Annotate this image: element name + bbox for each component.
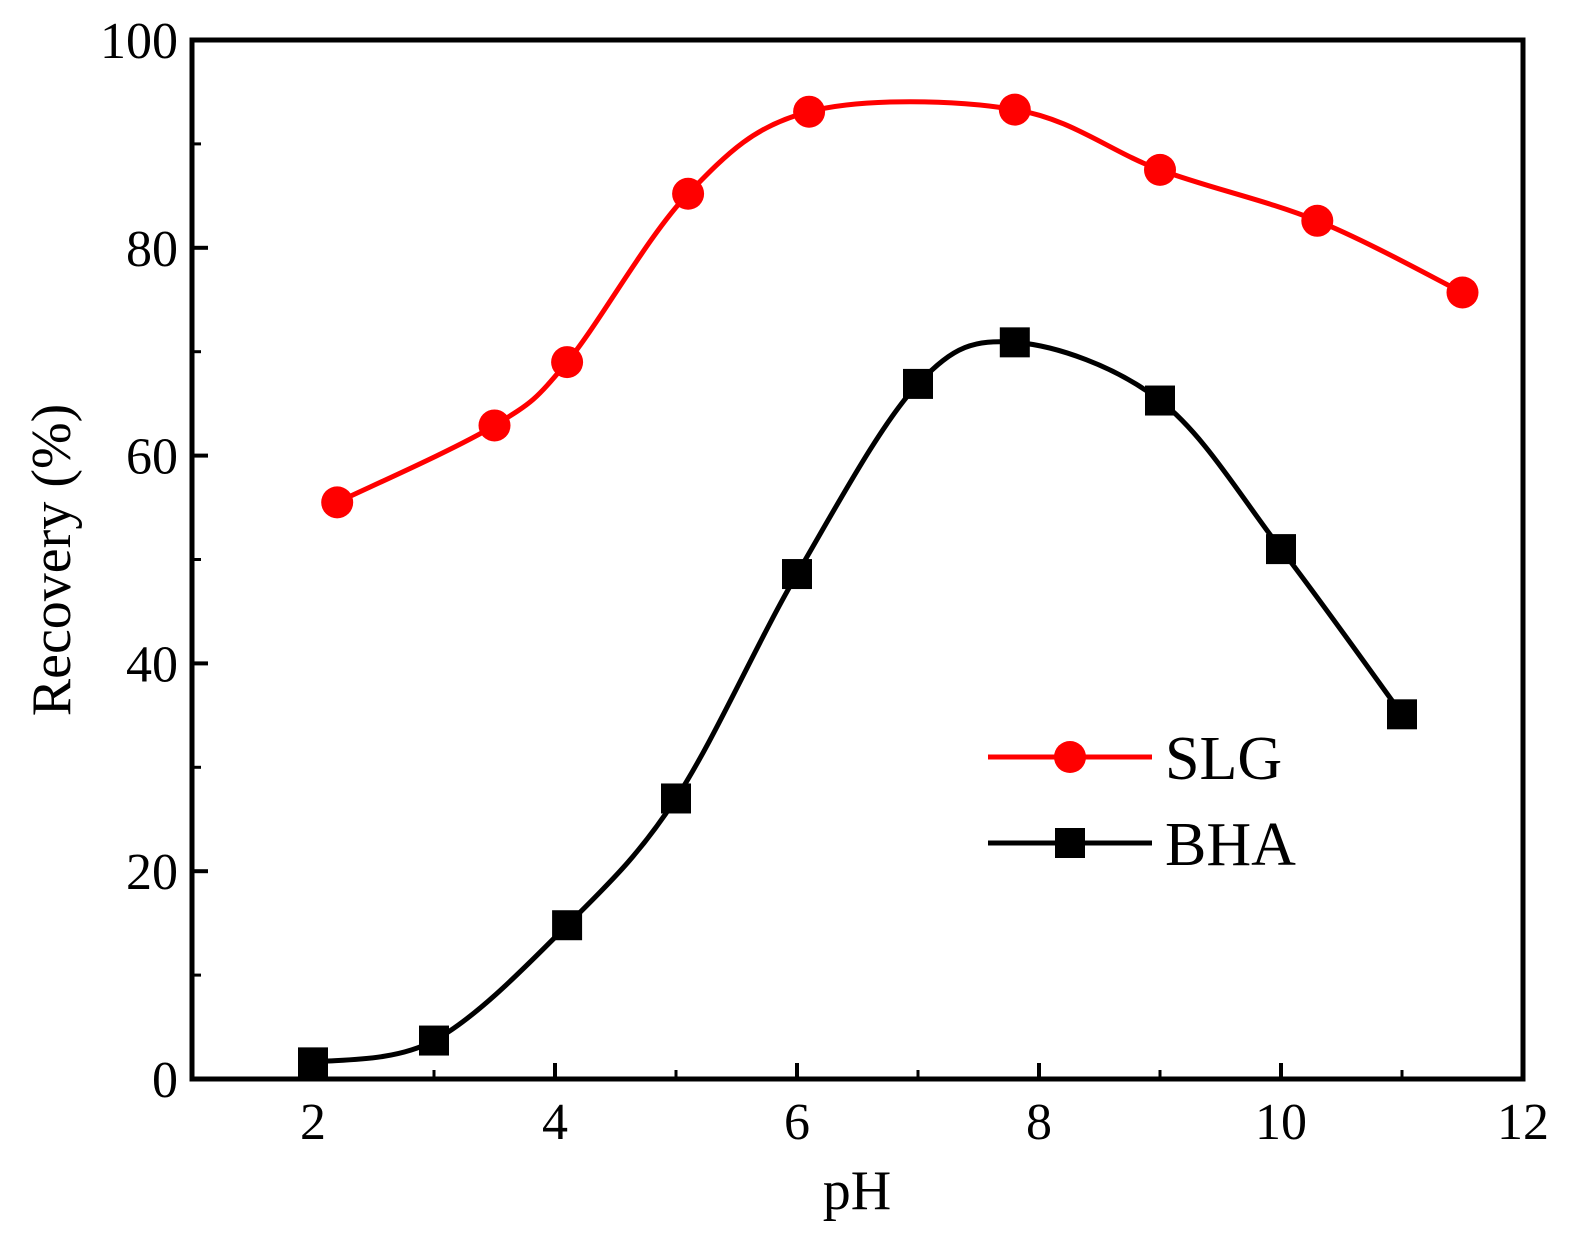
data-point-bha [419, 1025, 449, 1056]
data-point-bha [661, 783, 691, 814]
data-point-bha [1266, 534, 1296, 565]
data-point-slg [1144, 153, 1176, 186]
data-point-slg [793, 95, 826, 128]
x-tick-label: 6 [784, 1094, 810, 1151]
x-tick-label: 12 [1497, 1094, 1549, 1151]
data-point-slg [321, 486, 354, 519]
data-point-slg [478, 409, 511, 442]
data-point-slg [1301, 204, 1334, 237]
x-tick-label: 2 [300, 1094, 326, 1151]
legend-label-bha: BHA [1165, 811, 1296, 879]
legend-marker-bha [1055, 828, 1085, 858]
series-curves [312, 99, 1464, 1065]
data-point-slg [1446, 276, 1479, 309]
x-axis-ticks: 2 4 6 8 10 12 [300, 1063, 1549, 1151]
series-line-slg [336, 99, 1464, 505]
x-axis-label: pH [823, 1160, 891, 1222]
data-point-slg [672, 177, 705, 210]
series-markers [298, 93, 1479, 1078]
legend: SLG BHA [988, 725, 1296, 879]
data-point-slg [551, 346, 584, 379]
y-tick-label: 60 [126, 429, 178, 486]
data-point-bha [1145, 385, 1175, 416]
y-tick-label: 0 [152, 1052, 178, 1109]
data-point-bha [782, 559, 812, 590]
y-tick-label: 40 [126, 636, 178, 693]
data-point-bha [903, 368, 933, 399]
data-point-bha [1387, 699, 1417, 730]
y-axis-label: Recovery (%) [21, 404, 83, 717]
data-point-bha [552, 910, 583, 941]
legend-label-slg: SLG [1165, 725, 1282, 793]
data-point-slg [998, 93, 1031, 126]
legend-marker-slg [1054, 741, 1086, 773]
y-tick-label: 20 [126, 844, 178, 901]
y-tick-label: 80 [126, 221, 178, 278]
series-line-bha [312, 339, 1405, 1065]
plot-area-frame [189, 37, 1526, 1082]
x-tick-label: 4 [542, 1094, 568, 1151]
y-axis-ticks: 0 20 40 60 80 100 [100, 13, 208, 1109]
y-tick-label: 100 [100, 13, 178, 70]
x-tick-label: 10 [1255, 1094, 1307, 1151]
data-point-bha [999, 327, 1030, 358]
x-tick-label: 8 [1026, 1094, 1052, 1151]
